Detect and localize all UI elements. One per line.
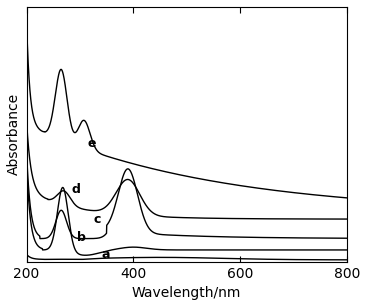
Y-axis label: Absorbance: Absorbance: [7, 93, 21, 175]
Text: c: c: [93, 213, 101, 226]
Text: a: a: [101, 248, 110, 261]
Text: d: d: [72, 183, 81, 196]
Text: e: e: [88, 137, 97, 150]
X-axis label: Wavelength/nm: Wavelength/nm: [132, 286, 241, 300]
Text: b: b: [77, 231, 86, 244]
